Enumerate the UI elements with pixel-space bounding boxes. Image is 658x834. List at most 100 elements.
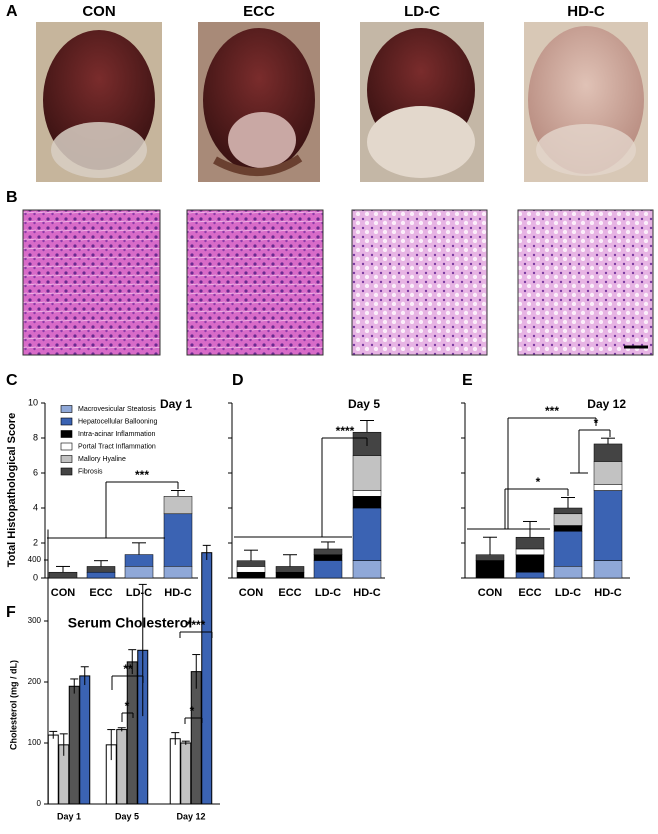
x-tick-label: Day 12 — [176, 811, 205, 821]
x-tick-label: ECC — [518, 587, 541, 599]
bar-segment — [48, 571, 78, 579]
x-tick-label: LD-C — [315, 587, 341, 599]
bar-segment — [236, 560, 266, 567]
y-tick-label: 200 — [28, 677, 42, 686]
bar-segment — [352, 490, 382, 497]
histology-ld-c — [351, 209, 488, 356]
legend-swatch — [60, 467, 73, 476]
error-bar — [94, 560, 108, 567]
y-tick-label: 6 — [33, 467, 38, 477]
bar-segment — [86, 571, 116, 579]
y-tick-label: 300 — [28, 616, 42, 625]
y-axis-label: Cholesterol (mg / dL) — [8, 660, 18, 750]
x-tick-label: Day 1 — [57, 811, 81, 821]
panel-label: A — [6, 3, 18, 20]
y-tick-label: 0 — [37, 799, 42, 808]
bar — [180, 742, 192, 805]
chart-title: Day 1 — [160, 397, 192, 411]
error-bar — [132, 542, 146, 555]
x-tick-label: Day 5 — [115, 811, 139, 821]
photo-label: ECC — [243, 3, 275, 20]
photo-label: HD-C — [567, 3, 605, 20]
x-tick-label: LD-C — [126, 587, 152, 599]
y-tick-label: 2 — [33, 537, 38, 547]
significance-label: * — [594, 416, 599, 430]
x-tick-label: HD-C — [164, 587, 192, 599]
bar-segment — [475, 554, 505, 561]
x-tick-label: ECC — [89, 587, 112, 599]
x-tick-label: CON — [51, 587, 76, 599]
chart-title: Day 12 — [587, 397, 626, 411]
significance-label: *** — [135, 468, 149, 482]
y-tick-label: 4 — [33, 502, 38, 512]
legend-label: Intra-acinar Inflammation — [78, 431, 156, 438]
bar-segment — [352, 507, 382, 561]
legend-label: Hepatocellular Ballooning — [78, 418, 157, 425]
significance-label: ** — [123, 662, 133, 676]
bar-segment — [352, 496, 382, 509]
bar-segment — [593, 461, 623, 485]
error-bar — [601, 437, 615, 444]
x-tick-label: ECC — [278, 587, 301, 599]
legend-swatch — [60, 405, 73, 413]
bar-segment — [515, 536, 545, 550]
bar — [68, 685, 80, 805]
y-tick-label: 10 — [28, 397, 38, 407]
significance-label: **** — [187, 618, 206, 632]
y-tick-label: 8 — [33, 432, 38, 442]
bar-segment — [163, 513, 193, 567]
legend-label: Fibrosis — [78, 468, 103, 475]
legend-swatch — [60, 442, 73, 451]
significance-label: **** — [336, 424, 355, 438]
bar — [47, 734, 59, 805]
panel-label: E — [462, 372, 473, 389]
bar-segment — [163, 566, 193, 579]
legend-label: Mallory Hyaline — [78, 456, 126, 463]
bar-segment — [593, 560, 623, 579]
bar — [79, 675, 91, 805]
significance-label: * — [190, 704, 195, 718]
bar-segment — [553, 531, 583, 567]
x-tick-label: HD-C — [594, 587, 622, 599]
bar-segment — [124, 566, 154, 579]
bar — [190, 671, 202, 805]
photo-hd-c — [524, 22, 648, 182]
photo-con — [36, 22, 162, 182]
bar-segment — [593, 484, 623, 491]
y-tick-label: 0 — [33, 572, 38, 582]
chart-title: Day 5 — [348, 397, 380, 411]
panel-label: B — [6, 189, 18, 206]
legend-swatch — [60, 417, 73, 426]
legend-swatch — [60, 455, 73, 463]
y-tick-label: 400 — [28, 555, 42, 564]
bar-segment — [275, 571, 305, 579]
error-bar — [360, 420, 374, 433]
bar-segment — [515, 554, 545, 573]
chart-title: Serum Cholesterol — [68, 615, 192, 631]
bar-segment — [313, 560, 343, 579]
error-bar — [171, 490, 185, 497]
error-bar — [56, 565, 70, 573]
bar-segment — [553, 507, 583, 515]
error-bar — [321, 541, 335, 549]
significance-label: *** — [545, 404, 559, 418]
bar-segment — [593, 443, 623, 462]
significance-label: * — [125, 699, 130, 713]
photo-ld-c — [360, 22, 484, 182]
bar-segment — [475, 560, 505, 579]
bar — [201, 552, 213, 805]
panel-label: F — [6, 604, 16, 621]
bar-segment — [275, 566, 305, 573]
legend-swatch — [60, 430, 73, 438]
x-tick-label: LD-C — [555, 587, 581, 599]
bar-segment — [593, 490, 623, 561]
error-bar — [244, 549, 258, 561]
photo-ecc — [198, 22, 320, 182]
bar-segment — [313, 554, 343, 561]
bar-segment — [124, 554, 154, 567]
bar-segment — [515, 571, 545, 579]
photo-label: CON — [82, 3, 115, 20]
bar-segment — [163, 496, 193, 515]
histology-ecc — [186, 209, 324, 356]
